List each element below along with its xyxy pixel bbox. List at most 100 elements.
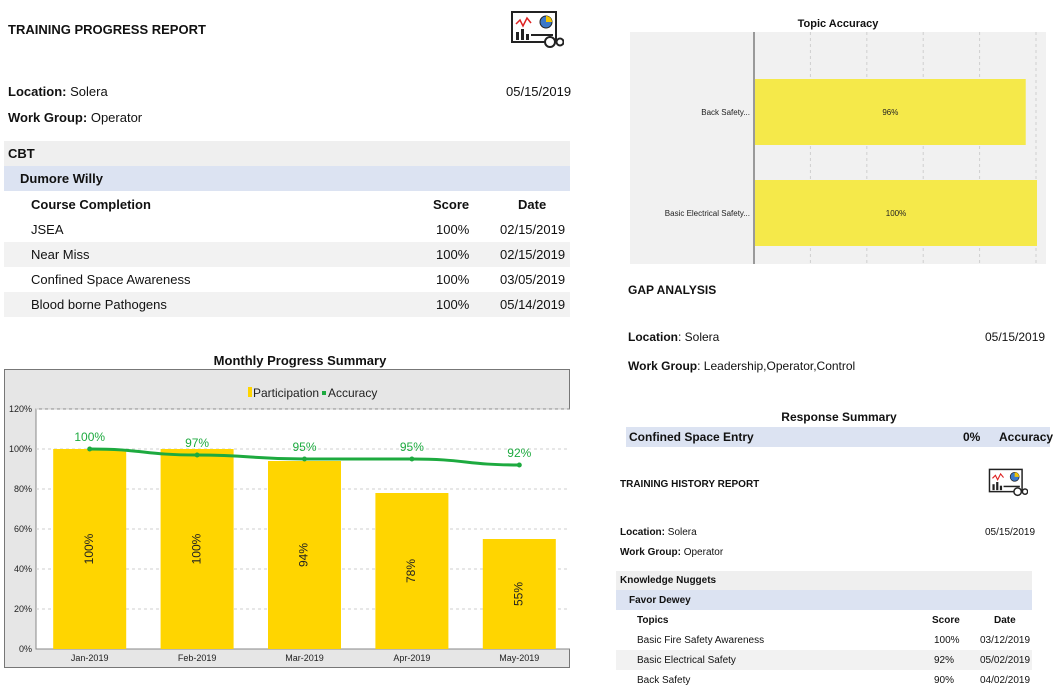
person-name: Dumore Willy: [20, 171, 103, 186]
section-label: CBT: [8, 146, 35, 161]
person-header: Dumore Willy: [4, 166, 570, 191]
gap-workgroup-label: Work Group: [628, 359, 698, 373]
participation-label: 100%: [189, 533, 203, 564]
topic-date: 05/02/2019: [980, 654, 1031, 666]
topic-name: Basic Electrical Safety: [637, 654, 736, 666]
participation-label: 94%: [297, 543, 311, 567]
course-date: 05/14/2019: [500, 297, 566, 312]
topic-bar-label: 100%: [886, 209, 906, 218]
table-row: JSEA 100% 02/15/2019: [4, 217, 570, 242]
accuracy-point: [302, 456, 307, 462]
table-row: Near Miss 100% 02/15/2019: [4, 242, 570, 267]
course-score: 100%: [436, 247, 470, 262]
workgroup-value: Operator: [90, 110, 143, 125]
accuracy-point: [194, 452, 200, 458]
accuracy-point: [516, 462, 522, 468]
y-tick-label: 80%: [14, 484, 32, 494]
participation-bar: [160, 449, 234, 649]
table-header: Course Completion Score Date: [4, 192, 570, 217]
participation-bar: [375, 493, 449, 649]
legend-participation: Participation: [253, 386, 319, 400]
x-tick-label: Apr-2019: [393, 653, 430, 663]
history-location: Location: Solera: [620, 527, 697, 538]
workgroup-label: Work Group:: [8, 110, 88, 125]
gap-location: Location: Solera: [628, 330, 719, 344]
header-course: Course Completion: [31, 197, 151, 212]
topic-name: Back Safety: [637, 674, 691, 686]
gap-location-label: Location: [628, 330, 678, 344]
table-row: Basic Electrical Safety 92% 05/02/2019: [616, 650, 1032, 670]
history-workgroup-label: Work Group:: [620, 547, 681, 558]
x-tick-label: May-2019: [499, 653, 539, 663]
table-row: Basic Fire Safety Awareness 100% 03/12/201…: [616, 630, 1032, 650]
x-tick-label: Jan-2019: [71, 653, 109, 663]
accuracy-label: 92%: [507, 446, 531, 460]
accuracy-label: 97%: [185, 436, 209, 450]
topic-date: 03/12/2019: [980, 634, 1031, 646]
response-row: Confined Space Entry 0% Accuracy: [626, 427, 1054, 447]
history-location-value: Solera: [667, 527, 697, 538]
course-name: Confined Space Awareness: [31, 272, 191, 287]
participation-label: 78%: [404, 559, 418, 583]
course-name: Blood borne Pathogens: [31, 297, 167, 312]
gap-date: 05/15/2019: [985, 330, 1046, 344]
y-tick-label: 120%: [9, 404, 32, 414]
topic-accuracy-chart: 96% Back Safety... 100% Basic Electrical Sa…: [630, 32, 1046, 264]
monthly-progress-chart: 0% 20% 40% 60% 80% 100% 120% 100% Jan-2019 100% Fe…: [4, 369, 570, 668]
history-header-topic: Topics: [637, 614, 669, 626]
history-section-header: Knowledge Nuggets: [616, 571, 1032, 590]
x-tick-label: Mar-2019: [285, 653, 324, 663]
course-name: Near Miss: [31, 247, 90, 262]
history-workgroup: Work Group: Operator: [620, 547, 723, 558]
history-report-title: TRAINING HISTORY REPORT: [620, 479, 760, 490]
header-date: Date: [518, 197, 547, 212]
gap-workgroup-value: : Leadership,Operator,Control: [697, 359, 856, 373]
history-header-score: Score: [932, 614, 960, 626]
header-score: Score: [433, 197, 470, 212]
accuracy-point: [87, 446, 93, 452]
x-tick-label: Feb-2019: [178, 653, 217, 663]
report-dashboard-icon: [988, 468, 1028, 497]
history-header-date: Date: [994, 614, 1016, 626]
course-date: 02/15/2019: [500, 222, 566, 237]
progress-location: Location: Solera: [8, 84, 108, 99]
table-row: Blood borne Pathogens 100% 05/14/2019: [4, 292, 570, 317]
course-score: 100%: [436, 272, 470, 287]
response-metric: Accuracy: [999, 430, 1054, 444]
gap-workgroup: Work Group: Leadership,Operator,Control: [628, 359, 855, 373]
participation-bar: [53, 449, 127, 649]
topic-score: 100%: [934, 634, 960, 646]
course-score: 100%: [436, 222, 470, 237]
participation-label: 55%: [511, 582, 525, 606]
topic-score: 92%: [934, 654, 955, 666]
history-person-header: Favor Dewey: [616, 590, 1032, 610]
progress-date: 05/15/2019: [506, 84, 572, 99]
history-date: 05/15/2019: [985, 527, 1036, 538]
response-summary-title: Response Summary: [781, 410, 897, 424]
legend-swatch-accuracy: [322, 391, 326, 395]
accuracy-label: 100%: [74, 430, 105, 444]
table-row: Confined Space Awareness 100% 03/05/2019: [4, 267, 570, 292]
history-table-header: Topics Score Date: [616, 610, 1032, 630]
topic-bar: [755, 79, 1026, 145]
topic-chart-title: Topic Accuracy: [797, 18, 879, 30]
course-name: JSEA: [31, 222, 64, 237]
monthly-chart-title: Monthly Progress Summary: [213, 353, 387, 368]
topic-name: Basic Fire Safety Awareness: [637, 634, 765, 646]
history-location-label: Location:: [620, 527, 665, 538]
legend-swatch-participation: [248, 387, 252, 397]
gap-analysis-title: GAP ANALYSIS: [628, 283, 717, 297]
y-tick-label: 0%: [19, 644, 32, 654]
course-score: 100%: [436, 297, 470, 312]
y-tick-label: 40%: [14, 564, 32, 574]
participation-bar: [482, 539, 556, 649]
history-workgroup-value: Operator: [683, 547, 724, 558]
history-section-label: Knowledge Nuggets: [620, 575, 717, 586]
accuracy-label: 95%: [292, 440, 316, 454]
y-tick-label: 100%: [9, 444, 32, 454]
topic-bar: [755, 180, 1037, 246]
topic-bar-label: 96%: [882, 108, 898, 117]
progress-workgroup: Work Group: Operator: [8, 110, 142, 125]
course-date: 02/15/2019: [500, 247, 566, 262]
topic-category-label: Back Safety...: [701, 108, 750, 117]
